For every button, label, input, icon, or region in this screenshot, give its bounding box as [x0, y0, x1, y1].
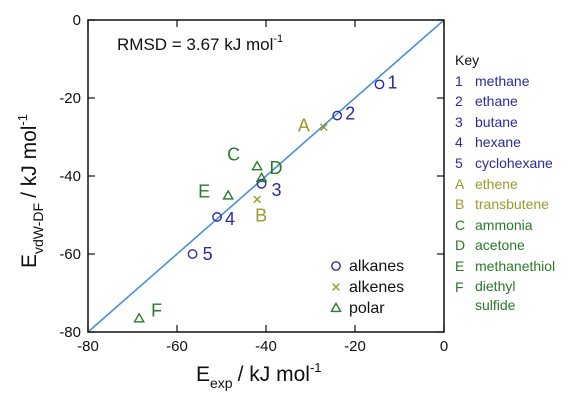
legend: alkanes alkenes polar	[330, 258, 404, 317]
rmsd-annotation-main: RMSD = 3.67 kJ mol	[117, 35, 273, 54]
key-entry: 5 cyclohexane	[455, 153, 577, 174]
y-tick-label: -20	[59, 90, 81, 107]
x-tick-label: -80	[77, 338, 99, 355]
key-entry-name: ethene	[475, 175, 518, 192]
data-point-polar-F	[133, 312, 146, 323]
x-axis-label: Eexp / kJ mol-1	[196, 360, 322, 391]
data-point-alkanes-1	[374, 79, 385, 90]
plot-frame	[87, 19, 445, 333]
legend-marker-alkanes	[331, 261, 341, 271]
key-entry-letter: E	[455, 257, 465, 274]
key-entry-letter: 1	[455, 72, 463, 89]
key-entry: 1 methane	[455, 71, 577, 92]
key-entry: 3 butane	[455, 112, 577, 133]
key-entry: 4 hexane	[455, 132, 577, 153]
legend-label-alkenes: alkenes	[349, 279, 404, 296]
x-axis-label-rest: / kJ mol	[238, 363, 310, 386]
key-title: Key	[455, 52, 480, 68]
y-axis-label-main: E	[18, 254, 41, 268]
key-entry-letter: A	[455, 175, 465, 192]
legend-marker-alkenes	[332, 283, 340, 291]
key-entry-name: cyclohexane	[475, 154, 553, 171]
point-label-2: 2	[345, 104, 355, 124]
x-tick-label: -20	[344, 338, 366, 355]
data-point-alkanes-5	[187, 249, 198, 259]
key-entry: 2 ethane	[455, 91, 577, 112]
rmsd-annotation: RMSD = 3.67 kJ mol-1	[117, 33, 283, 54]
key-entry-letter: 3	[455, 113, 463, 130]
data-point-polar-E	[222, 189, 235, 200]
y-tick-label: -40	[59, 168, 81, 185]
point-label-4: 4	[225, 209, 235, 229]
point-label-E: E	[198, 182, 210, 202]
x-axis-label-sub: exp	[210, 375, 233, 391]
x-axis-label-sup: -1	[310, 360, 322, 375]
data-point-alkenes-B	[253, 195, 261, 204]
x-axis-label-main: E	[196, 363, 210, 386]
legend-marker-polar	[330, 301, 342, 313]
key-entry-letter: 2	[455, 93, 463, 110]
point-label-D: D	[270, 158, 283, 178]
point-label-B: B	[255, 205, 267, 225]
y-axis-label: EvdW-DF / kJ mol-1	[15, 114, 46, 268]
key-entry-letter: F	[455, 278, 464, 295]
key-entry-name: methane	[475, 72, 530, 89]
point-label-C: C	[227, 144, 240, 164]
key-entry-letter: C	[455, 216, 466, 233]
key-entry-name: acetone	[475, 237, 525, 254]
data-point-alkenes-A	[319, 123, 328, 132]
legend-label-polar: polar	[349, 300, 385, 317]
key-entry-name: diethyl sulfide	[475, 277, 516, 313]
key-entry-letter: 5	[455, 154, 463, 171]
y-axis-label-sup: -1	[15, 114, 30, 126]
y-tick-label: 0	[73, 12, 81, 29]
point-label-5: 5	[203, 244, 213, 264]
data-point-alkanes-2	[332, 110, 343, 121]
point-label-A: A	[298, 115, 310, 135]
x-tick-label: -40	[255, 338, 277, 355]
x-tick-label: -60	[166, 338, 188, 355]
key-entry-name: hexane	[475, 134, 521, 151]
x-tick-label: 0	[440, 338, 448, 355]
data-point-polar-D	[255, 171, 268, 183]
key-entry-letter: B	[455, 196, 465, 213]
point-label-F: F	[151, 300, 162, 320]
key-entry-letter: 4	[455, 134, 463, 151]
key-entry-name: ethane	[475, 93, 518, 110]
key-entry-name: methanethiol	[475, 257, 556, 274]
y-axis-label-rest: / kJ mol	[18, 126, 41, 198]
point-label-3: 3	[272, 180, 282, 200]
reference-line-y-equals-x	[87, 19, 445, 333]
compound-key: Key 1 methane 2 ethane 3 butane 4 hexane 5 cycloh…	[455, 50, 577, 315]
data-point-alkanes-3	[256, 178, 267, 189]
key-entry-name: butane	[475, 113, 518, 130]
y-axis-label-sub: vdW-DF	[30, 203, 46, 254]
key-entry-name: transbutene	[475, 196, 549, 213]
rmsd-annotation-sup: -1	[273, 33, 283, 45]
legend-label-alkanes: alkanes	[349, 258, 404, 275]
key-entry-name: ammonia	[475, 216, 533, 233]
y-tick-label: -60	[59, 246, 81, 263]
point-label-1: 1	[387, 72, 397, 92]
y-tick-label: -80	[59, 324, 81, 341]
data-point-alkanes-4	[212, 212, 222, 222]
key-entry-letter: D	[455, 237, 466, 254]
data-point-polar-C	[251, 160, 263, 171]
